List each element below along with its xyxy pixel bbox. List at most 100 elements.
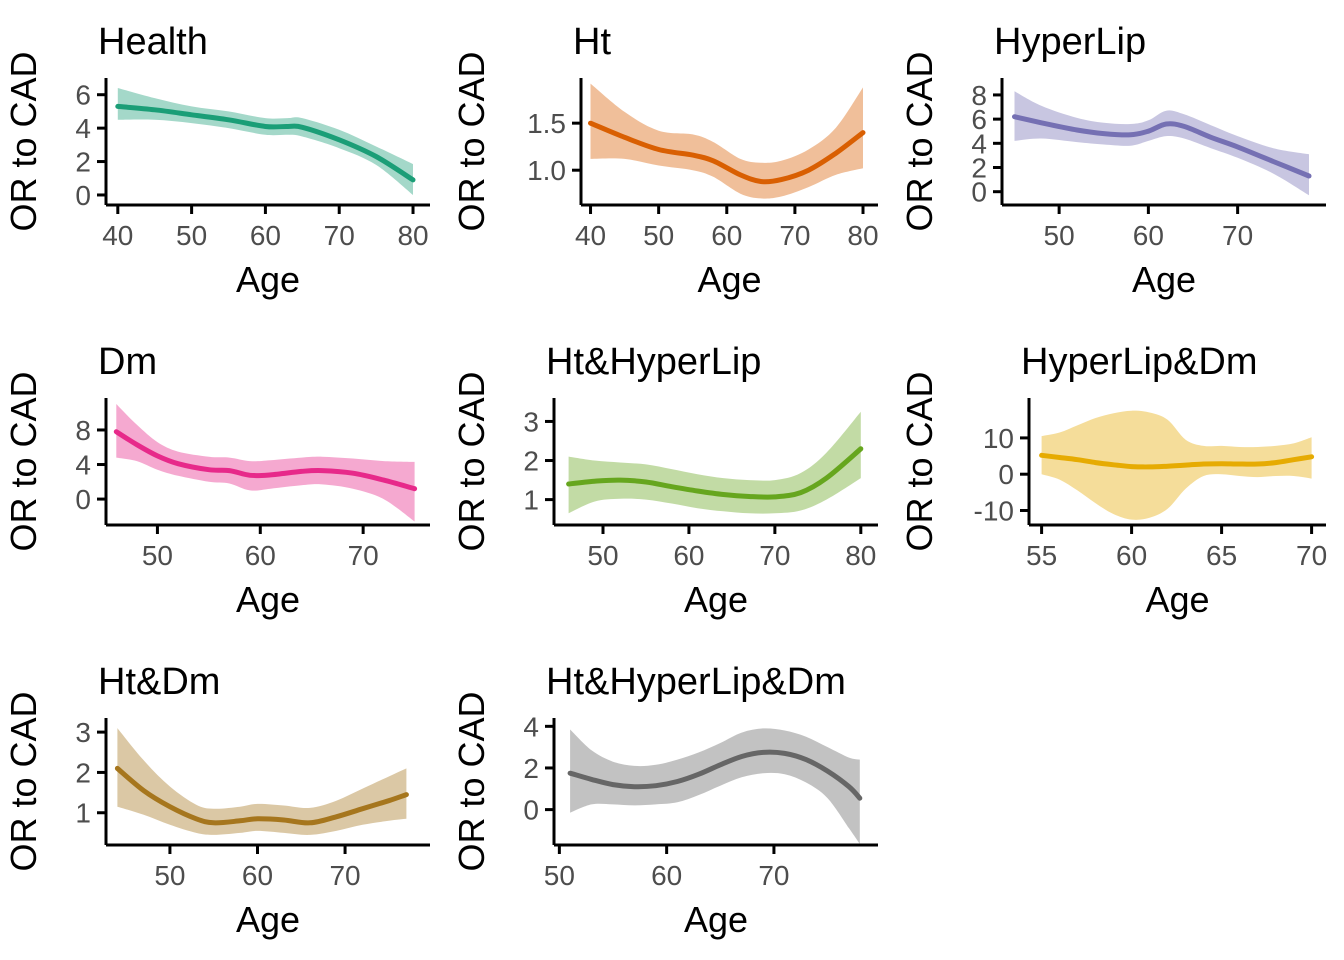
y-tick-label: 4 (75, 450, 91, 481)
y-tick-label: 8 (971, 80, 987, 111)
panel-svg-dm: 50 60 70 04 8 Dm Age OR to CAD (3, 341, 430, 620)
x-tick-label: 40 (102, 220, 133, 251)
y-tick-label: 1 (523, 485, 539, 516)
x-tick-label: 70 (348, 540, 379, 571)
y-axis-label: OR to CAD (451, 51, 492, 231)
panel-ht-and-hyperlip-and-dm: 50 60 70 0 2 4 Ht&HyperLip&Dm Age OR to CAD (448, 640, 896, 960)
x-tick-label: 65 (1206, 540, 1237, 571)
x-tick-label: 70 (1296, 540, 1327, 571)
panel-title: Ht (573, 21, 611, 63)
trend-line (1039, 452, 1315, 470)
x-axis-label: Age (697, 259, 761, 300)
trend-line (566, 446, 864, 500)
y-axis-label: OR to CAD (3, 51, 44, 231)
trend-line (114, 765, 409, 826)
x-tick-label: 40 (575, 220, 606, 251)
x-tick-label: 50 (176, 220, 207, 251)
y-tick-label: 8 (75, 415, 91, 446)
x-axis-label: Age (236, 579, 300, 620)
y-tick-label: 2 (523, 753, 539, 784)
panel-hyperlip: 50 60 70 0 2 4 6 8 HyperLip Age OR to CAD (896, 0, 1344, 320)
y-tick-label: 2 (971, 153, 987, 184)
confidence-ribbon (570, 728, 860, 844)
panel-svg-ht-and-dm: 50 60 70 1 2 3Ht&Dm Age OR to CAD (3, 661, 430, 940)
y-tick-label: 3 (523, 406, 539, 437)
x-tick-label: 50 (154, 860, 185, 891)
x-tick-label: 70 (329, 860, 360, 891)
x-tick-label: 60 (242, 860, 273, 891)
trend-line (113, 429, 418, 492)
y-tick-label: 1 (75, 798, 91, 829)
x-tick-label: 50 (544, 860, 575, 891)
panel-hyperlip-and-dm: 55 60 65 70 -10 0 10 HyperLip&Dm Age OR to CAD (896, 320, 1344, 640)
y-axis-label: OR to CAD (451, 691, 492, 871)
panel-title: Health (98, 21, 208, 63)
x-tick-label: 60 (711, 220, 742, 251)
y-axis-label: OR to CAD (3, 691, 44, 871)
y-tick-label: 0 (971, 177, 987, 208)
y-tick-label: 1.0 (527, 155, 566, 186)
confidence-ribbon (590, 83, 863, 199)
panel-svg-hyperlip-and-dm: 55 60 65 70 -10 0 10 HyperLip&Dm Age OR to CAD (899, 341, 1327, 620)
confidence-ribbon (116, 404, 415, 522)
x-tick-label: 60 (673, 540, 704, 571)
x-axis-label: Age (684, 579, 748, 620)
confidence-ribbon (117, 728, 407, 835)
y-axis-label: OR to CAD (3, 371, 44, 551)
x-tick-label: 60 (250, 220, 281, 251)
x-tick-label: 70 (779, 220, 810, 251)
x-tick-label: 80 (845, 540, 876, 571)
trend-line (567, 749, 863, 801)
panel-ht-and-dm: 50 60 70 1 2 3 Ht&Dm Age OR to CAD (0, 640, 448, 960)
panel-title: Ht&HyperLip (546, 341, 761, 383)
y-tick-label: 10 (983, 423, 1014, 454)
y-tick-label: -10 (974, 495, 1014, 526)
x-tick-label: 50 (1044, 220, 1075, 251)
x-tick-label: 55 (1026, 540, 1057, 571)
x-tick-label: 70 (324, 220, 355, 251)
y-tick-label: 2 (75, 147, 91, 178)
panel-dm: 50 60 70 0 4 8 Dm Age OR to CAD (0, 320, 448, 640)
panel-ht: 40 50 60 70 80 1.0 1.5 Ht Age OR to CAD (448, 0, 896, 320)
x-tick-label: 50 (142, 540, 173, 571)
y-axis-label: OR to CAD (451, 371, 492, 551)
panel-svg-ht-and-hyperlip-and-dm: 50 60 70 0 2 4Ht&HyperLip&Dm Age OR to CAD (451, 661, 878, 940)
trend-line (115, 103, 416, 183)
panel-title: Dm (98, 341, 157, 383)
y-axis-label: OR to CAD (899, 51, 940, 231)
x-tick-label: 80 (397, 220, 428, 251)
confidence-ribbon (1014, 91, 1309, 196)
y-tick-label: 4 (523, 711, 539, 742)
x-tick-label: 70 (759, 540, 790, 571)
y-tick-label: 3 (75, 717, 91, 748)
confidence-ribbon (568, 411, 861, 514)
y-tick-label: 2 (523, 446, 539, 477)
x-tick-label: 60 (651, 860, 682, 891)
x-tick-label: 80 (847, 220, 878, 251)
y-tick-label: 1.5 (527, 108, 566, 139)
x-axis-label: Age (236, 899, 300, 940)
trend-line (588, 120, 866, 185)
y-tick-label: 0 (75, 180, 91, 211)
y-tick-label: 0 (523, 795, 539, 826)
panel-title: HyperLip (994, 21, 1146, 63)
y-axis-label: OR to CAD (899, 371, 940, 551)
y-tick-label: 6 (971, 104, 987, 135)
x-axis-label: Age (684, 899, 748, 940)
x-tick-label: 70 (1222, 220, 1253, 251)
panel-title: Ht&Dm (98, 661, 220, 703)
panel-svg-ht-and-hyperlip: 50 60 70 80 1 2 3Ht&HyperLip Age OR to CAD (451, 341, 878, 620)
panel-title: HyperLip&Dm (1021, 341, 1258, 383)
x-axis-label: Age (1145, 579, 1209, 620)
x-tick-label: 70 (758, 860, 789, 891)
x-tick-label: 50 (643, 220, 674, 251)
panel-health: 40 50 60 70 80 0 2 4 6 Health Age OR to CAD (0, 0, 448, 320)
panel-title: Ht&HyperLip&Dm (546, 661, 846, 703)
x-axis-label: Age (1132, 259, 1196, 300)
panel-ht-and-hyperlip: 50 60 70 80 1 2 3 Ht&HyperLip Age OR to CAD (448, 320, 896, 640)
x-axis-label: Age (236, 259, 300, 300)
